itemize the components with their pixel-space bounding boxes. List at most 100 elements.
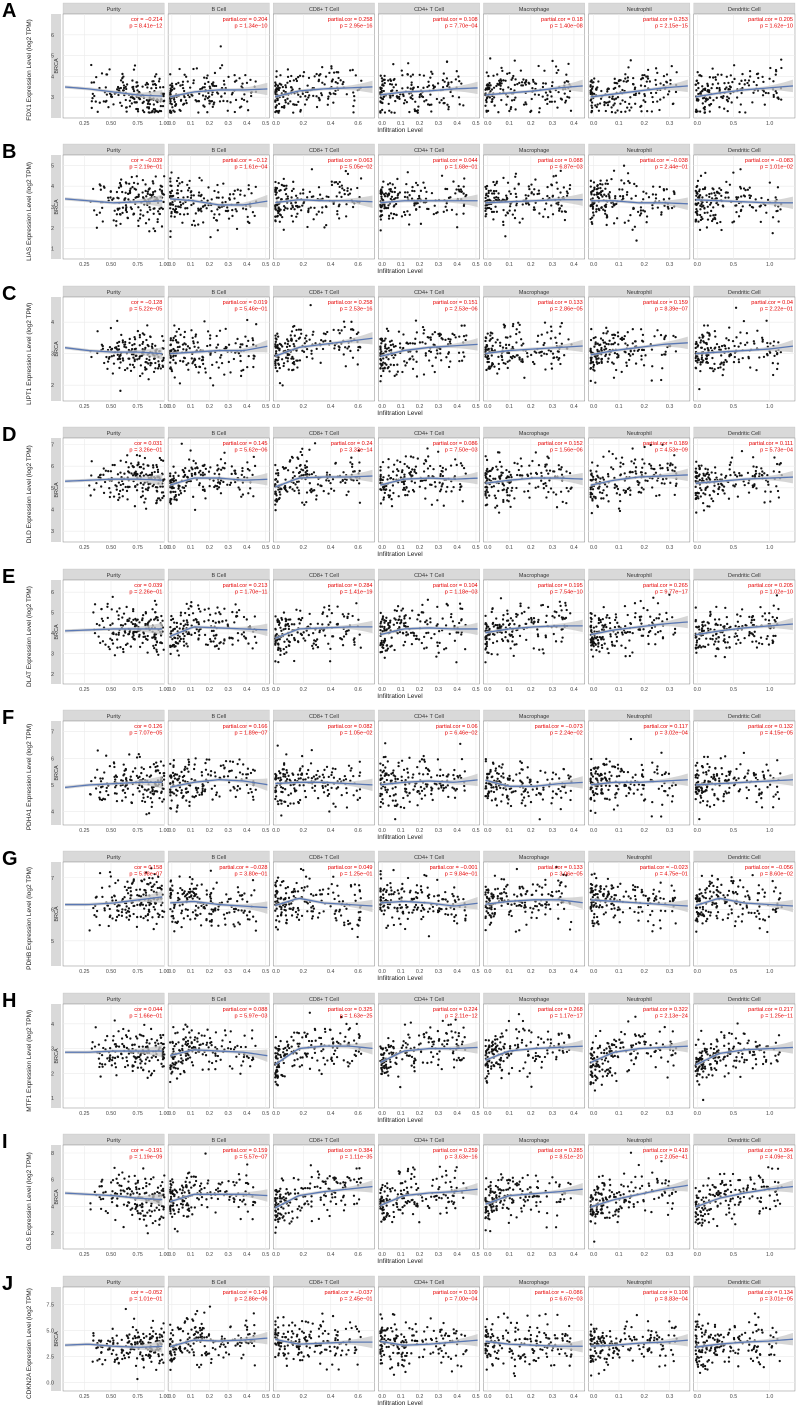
x-tick-label: 0.4 (327, 545, 334, 551)
scatter-point (382, 486, 385, 489)
scatter-point (406, 191, 409, 194)
scatter-point (221, 196, 224, 200)
scatter-point (670, 207, 674, 210)
scatter-point (666, 93, 670, 96)
scatter-point (603, 345, 607, 348)
scatter-point (172, 490, 175, 494)
x-tick-label: 0.4 (327, 404, 334, 410)
scatter-point (497, 355, 500, 358)
scatter-point (189, 191, 192, 194)
scatter-point (176, 205, 180, 209)
scatter-point (189, 86, 192, 89)
scatter-point (530, 183, 533, 187)
scatter-point (726, 109, 729, 113)
scatter-point (198, 177, 201, 180)
scatter-point (302, 188, 305, 192)
scatter-point (633, 183, 636, 186)
scatter-point (194, 363, 197, 366)
scatter-point (394, 83, 398, 86)
scatter-point (496, 73, 499, 76)
x-tick-label: 0.2 (300, 262, 307, 268)
scatter-point (247, 354, 250, 358)
scatter-point (303, 503, 306, 507)
scatter-point (383, 344, 387, 348)
scatter-point (133, 358, 136, 361)
scatter-point (402, 93, 405, 96)
scatter-point (305, 469, 309, 473)
scatter-point (179, 204, 183, 207)
scatter-point (709, 210, 713, 213)
scatter-point (388, 489, 392, 492)
scatter-point (151, 180, 154, 183)
x-tick-label: 0.0 (590, 262, 597, 268)
scatter-point (713, 367, 716, 371)
scatter-point (701, 102, 704, 105)
scatter-point (403, 463, 406, 466)
facet-title: CD4+ T Cell (414, 148, 444, 154)
scatter-point (514, 78, 517, 81)
scatter-point (708, 96, 711, 99)
scatter-point (126, 217, 130, 220)
scatter-point (192, 67, 195, 71)
scatter-point (145, 81, 149, 85)
scatter-point (218, 329, 222, 332)
scatter-point (169, 184, 172, 188)
scatter-point (389, 363, 392, 366)
scatter-point (536, 340, 539, 343)
x-tick-label: 0.2 (527, 121, 534, 127)
scatter-point (343, 189, 346, 192)
scatter-point (169, 97, 172, 101)
scatter-point (645, 80, 648, 83)
x-tick-label: 0.4 (570, 545, 577, 551)
scatter-point (138, 97, 142, 101)
scatter-point (596, 348, 599, 351)
x-tick-label: 0.1 (615, 262, 622, 268)
scatter-point (651, 193, 655, 196)
scatter-point (662, 188, 665, 191)
scatter-point (592, 181, 596, 184)
scatter-point (160, 491, 164, 494)
scatter-point (194, 335, 197, 338)
x-tick-label: 0.3 (666, 404, 673, 410)
correlation-text: partial.cor = 0.088 (538, 158, 583, 164)
scatter-point (490, 100, 494, 103)
scatter-point (169, 73, 172, 76)
scatter-point (291, 220, 295, 224)
scatter-point (749, 366, 752, 369)
scatter-point (596, 185, 599, 188)
scatter-point (522, 103, 526, 106)
scatter-point (394, 203, 398, 206)
scatter-point (396, 194, 399, 197)
scatter-point (251, 211, 255, 214)
scatter-point (537, 93, 540, 97)
scatter-point (329, 339, 332, 343)
scatter-point (224, 201, 227, 204)
scatter-point (120, 333, 123, 336)
scatter-point (488, 207, 491, 210)
scatter-point (307, 210, 310, 213)
scatter-point (491, 336, 494, 339)
scatter-point (415, 109, 418, 113)
scatter-point (612, 87, 615, 90)
scatter-point (502, 500, 505, 504)
scatter-point (734, 204, 737, 208)
scatter-point (115, 213, 119, 216)
data-points (274, 442, 362, 512)
confidence-band (695, 196, 793, 210)
scatter-point (144, 488, 148, 491)
scatter-point (235, 79, 238, 82)
scatter-point (489, 331, 492, 334)
scatter-point (216, 469, 219, 472)
scatter-point (549, 90, 552, 94)
scatter-point (557, 68, 560, 72)
scatter-point (443, 80, 446, 83)
scatter-point (186, 189, 190, 192)
scatter-point (718, 88, 721, 92)
scatter-point (393, 111, 396, 114)
facet-title: B Cell (211, 431, 226, 437)
correlation-text: partial.cor = 0.086 (433, 441, 478, 447)
